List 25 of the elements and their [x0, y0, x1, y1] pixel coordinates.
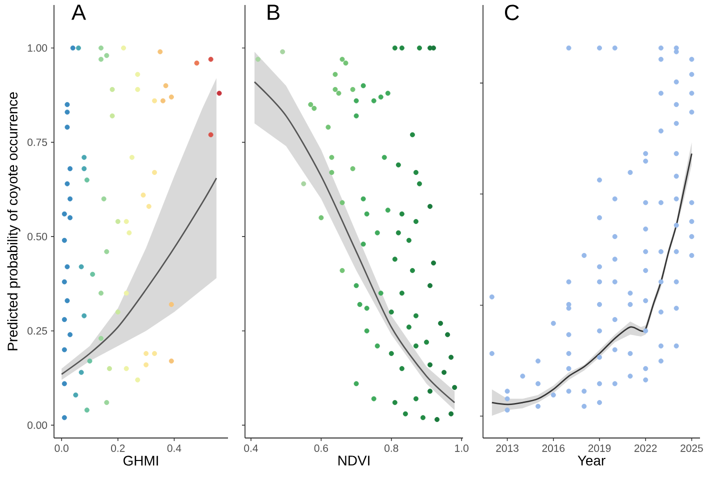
- x-tick-label: 2019: [588, 444, 611, 452]
- y-tick-label: 1.00: [28, 44, 48, 52]
- y-tick-label: 0.25: [28, 327, 48, 335]
- x-tick-label: 0.2: [111, 444, 125, 452]
- x-tick-label: 0.6: [314, 444, 328, 452]
- y-axis-title: Predicted probability of coyote occurrence: [7, 92, 20, 350]
- y-tick-label: 0.75: [28, 138, 48, 146]
- chart-title: C: [504, 4, 519, 20]
- x-axis-title: Year: [578, 456, 606, 466]
- chart-title: A: [71, 4, 86, 20]
- x-tick-label: 0.4: [244, 444, 258, 452]
- x-tick-label: 2016: [542, 444, 565, 452]
- line-series: [60, 177, 218, 375]
- x-axis-title: NDVI: [338, 456, 370, 466]
- x-axis-title: GHMI: [123, 456, 158, 466]
- x-tick-label: 2025: [680, 444, 703, 452]
- chart-title: B: [268, 4, 280, 20]
- x-tick-label: 0.8: [384, 444, 398, 452]
- y-tick-label: 0.00: [28, 421, 48, 429]
- y-tick-label: 0.50: [28, 232, 48, 240]
- x-tick-label: 1.0: [455, 444, 468, 452]
- x-tick-label: 2022: [634, 444, 657, 452]
- x-tick-label: 0.4: [167, 444, 182, 452]
- x-tick-label: 0.0: [54, 444, 68, 452]
- x-tick-label: 2013: [496, 444, 518, 452]
